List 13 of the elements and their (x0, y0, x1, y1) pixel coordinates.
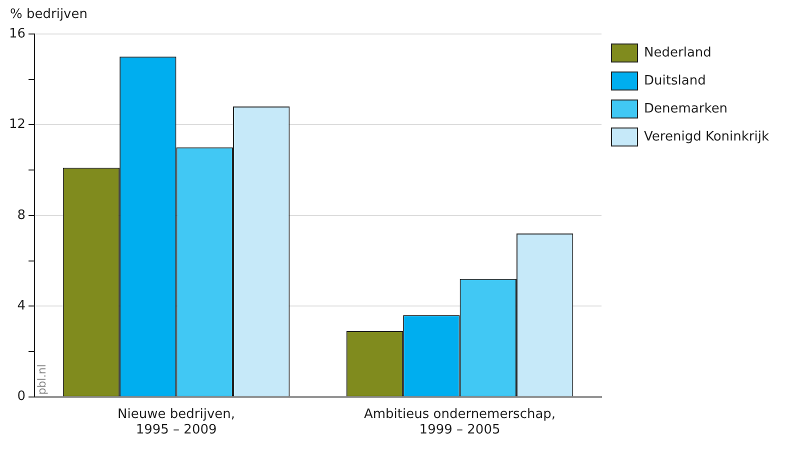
y-tick-label: 4 (17, 298, 26, 314)
legend-label: Denemarken (644, 101, 728, 116)
x-tick-label: Ambitieus ondernemerschap, 1999 – 2005 (364, 406, 556, 438)
legend-label: Duitsland (644, 73, 706, 88)
y-axis-title: % bedrijven (10, 6, 88, 22)
x-tick-label: Nieuwe bedrijven, 1995 – 2009 (118, 406, 236, 438)
annotation: pbl.nl (35, 364, 48, 395)
y-tick-label: 8 (17, 208, 26, 223)
legend-label: Nederland (644, 45, 712, 60)
y-tick-label: 12 (8, 117, 26, 132)
y-tick-label: 0 (17, 389, 26, 404)
y-tick-label: 16 (8, 26, 26, 42)
legend-label: Verenigd Koninkrijk (644, 129, 770, 144)
